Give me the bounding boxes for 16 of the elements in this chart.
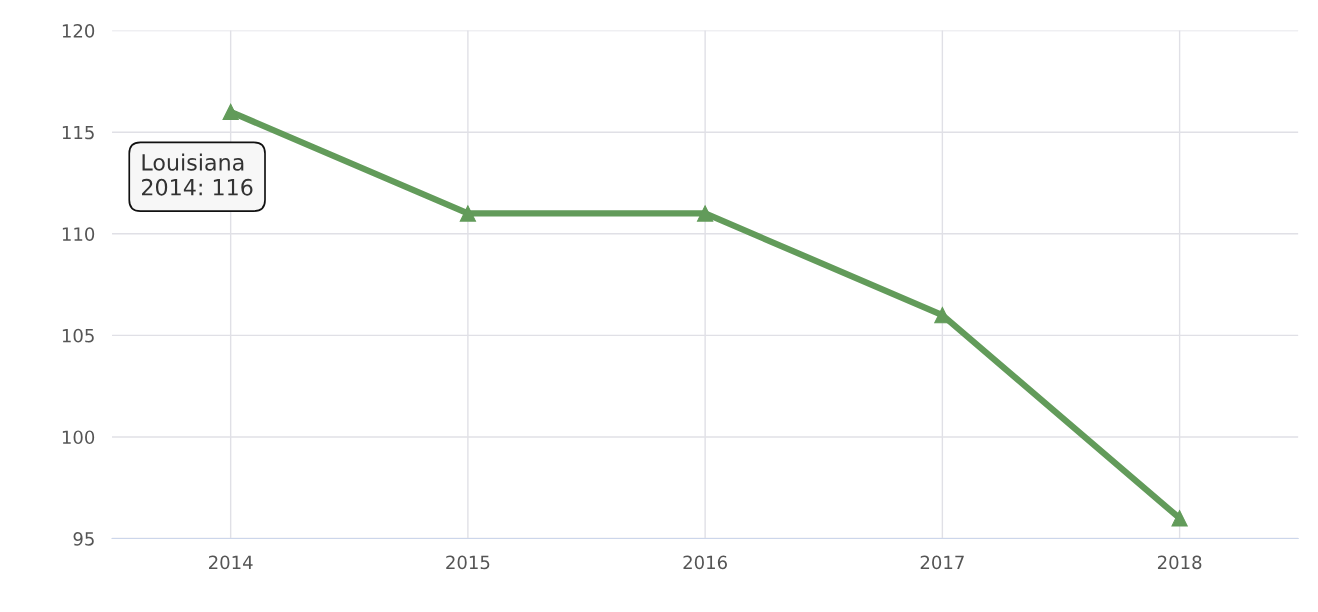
annotation: Louisiana 2014: 116	[142, 153, 253, 196]
y-tick-label: 105	[62, 328, 94, 343]
y-tick-label: 115	[62, 125, 94, 140]
point	[459, 205, 477, 222]
x-tick-label: 2014	[209, 555, 253, 570]
x-tick-label: 2018	[1157, 555, 1202, 570]
x-tick-label: 2017	[920, 555, 964, 570]
point	[222, 103, 239, 121]
y-tick-label: 95	[73, 532, 94, 546]
point	[696, 205, 714, 222]
point	[1171, 510, 1188, 527]
y-tick-label: 110	[62, 227, 95, 241]
y-tick-label: 100	[62, 430, 95, 445]
x-tick-label: 2016	[683, 555, 727, 570]
x-tick-label: 2015	[446, 555, 490, 570]
y-tick-label: 120	[62, 24, 95, 38]
